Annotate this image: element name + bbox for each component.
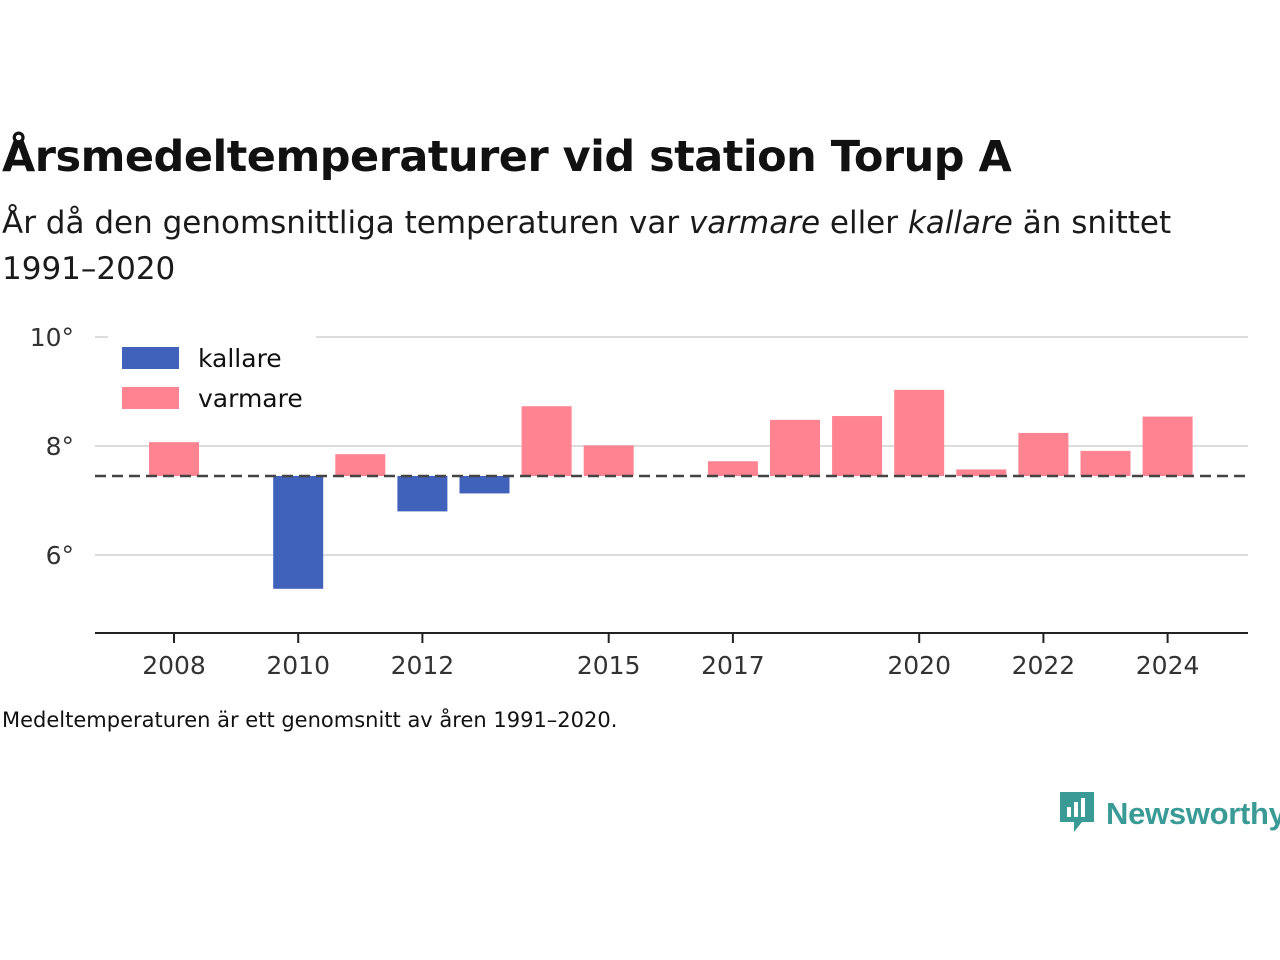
bars: [149, 389, 1193, 589]
subtitle: År då den genomsnittliga temperaturen va…: [2, 200, 1202, 292]
bar-2023: [1080, 450, 1131, 476]
bar-2015: [583, 445, 634, 476]
y-tick-label-10: 10°: [30, 323, 74, 352]
bar-2012: [397, 475, 448, 512]
legend-swatch-kallare: [122, 347, 179, 369]
x-tick-label-2020: 2020: [887, 651, 951, 680]
bar-2008: [149, 442, 199, 476]
newsworthy-logo-icon: [1058, 790, 1096, 838]
y-tick-label-6: 6°: [46, 541, 74, 570]
footnote: Medeltemperaturen är ett genomsnitt av å…: [2, 708, 618, 732]
subtitle-part-3: än snittet 1991–2020: [2, 205, 1172, 287]
temperature-bar-chart: 2008 2010 2012 2015 2017 2020 2022 2024 6° 8° 10°…: [30, 323, 1248, 680]
bar-2019: [832, 416, 883, 476]
bar-2014: [521, 406, 572, 476]
brand-name: Newsworthy: [1106, 796, 1280, 831]
brand: Newsworthy: [1058, 790, 1280, 838]
legend-swatch-varmare: [122, 387, 179, 409]
subtitle-cold-word: kallare: [907, 205, 1013, 241]
legend-label-varmare: varmare: [198, 384, 303, 413]
legend: kallare varmare: [108, 336, 316, 422]
x-tick-label-2008: 2008: [142, 651, 206, 680]
bar-2022: [1018, 432, 1069, 476]
x-tick-label-2010: 2010: [266, 651, 330, 680]
y-tick-label-8: 8°: [46, 432, 74, 461]
x-tick-label-2015: 2015: [577, 651, 641, 680]
bar-2013: [459, 475, 510, 494]
x-tick-label-2024: 2024: [1136, 651, 1200, 680]
bar-2020: [894, 389, 945, 476]
bar-2017: [707, 461, 758, 476]
x-tick-label-2017: 2017: [701, 651, 765, 680]
x-axis-ticks: 2008 2010 2012 2015 2017 2020 2022 2024: [142, 633, 1199, 680]
y-axis-ticks: 6° 8° 10°: [30, 323, 74, 570]
subtitle-warm-word: varmare: [688, 205, 821, 241]
subtitle-part-1: År då den genomsnittliga temperaturen va…: [2, 205, 689, 241]
subtitle-part-2: eller: [820, 205, 908, 241]
bar-2024: [1142, 416, 1193, 476]
x-tick-label-2022: 2022: [1012, 651, 1076, 680]
bar-2011: [335, 454, 386, 476]
x-tick-label-2012: 2012: [391, 651, 455, 680]
bar-2021: [956, 469, 1007, 476]
page-title: Årsmedeltemperaturer vid station Torup A: [2, 132, 1012, 182]
bar-2010: [273, 475, 324, 589]
bar-2018: [770, 419, 820, 476]
legend-label-kallare: kallare: [198, 344, 282, 373]
